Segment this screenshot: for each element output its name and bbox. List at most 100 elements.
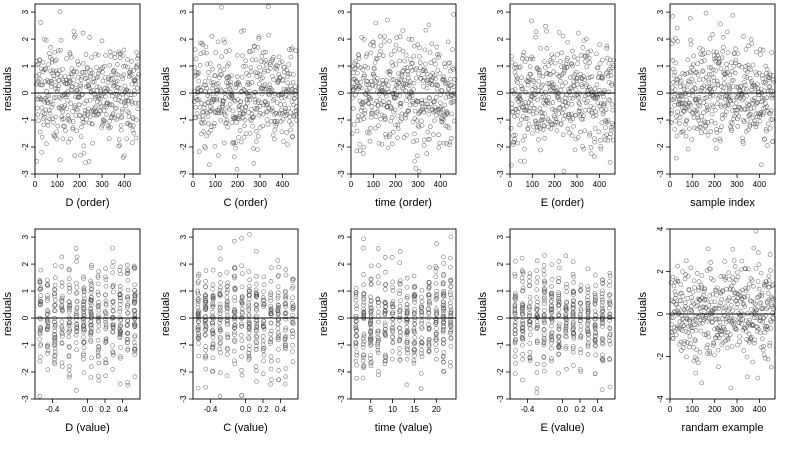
data-point [705,342,711,348]
data-point [718,66,724,72]
data-point [243,104,248,109]
data-point [74,128,80,134]
data-point [73,94,78,100]
data-point [685,330,691,335]
data-point [283,272,289,278]
data-point [224,290,230,295]
data-point [110,76,115,81]
data-point [52,341,57,347]
data-point [372,66,377,72]
data-point [196,336,201,341]
y-tick-label: 1 [21,63,30,68]
data-point [527,358,533,363]
data-point [541,312,547,317]
data-point [377,97,383,102]
data-point [368,337,374,342]
data-point [433,107,439,113]
data-point [196,324,201,329]
data-point [118,345,123,350]
data-point [383,300,388,305]
data-point [103,322,109,328]
data-point [61,116,66,121]
data-point [202,120,207,125]
data-point [446,125,452,131]
data-point [571,289,576,295]
data-point [224,309,230,314]
data-point [513,62,518,67]
data-point [562,65,568,71]
data-point [110,93,115,99]
data-point [203,268,209,273]
data-point [67,118,72,124]
data-point [86,83,91,88]
data-point [693,86,699,92]
data-point [43,107,49,113]
data-point [78,152,83,158]
data-point [201,50,206,55]
data-point [59,325,65,330]
data-point [743,286,749,291]
data-point [376,263,381,268]
data-point [398,282,403,287]
data-point [275,284,281,290]
data-point [388,118,394,124]
data-point [253,339,259,344]
data-point [108,89,113,95]
data-point [193,56,199,62]
data-point [422,137,427,143]
data-point [274,66,279,72]
data-point [57,94,62,100]
data-point [593,109,599,114]
data-point [95,94,101,100]
data-point [94,65,99,70]
data-point [561,169,567,174]
data-point [600,111,606,117]
data-point [587,131,593,136]
data-point [72,34,77,40]
data-point [516,65,522,71]
data-point [444,109,450,114]
data-point [368,360,373,366]
data-point [756,326,761,332]
data-point [604,43,610,49]
y-axis-label: residuals [318,66,330,111]
data-point [724,345,730,351]
data-point [118,330,123,335]
data-point [414,118,420,123]
data-point [767,340,773,346]
data-point [117,142,122,148]
data-point [548,72,553,77]
data-point [358,79,363,85]
data-point [393,95,398,100]
data-point [515,140,521,146]
data-point [397,34,403,40]
data-point [586,336,591,342]
data-point [96,302,102,308]
data-point [744,93,749,99]
data-point [66,344,72,349]
data-point [755,89,761,95]
data-point [103,302,109,308]
data-point [733,277,739,283]
data-point [210,297,216,303]
data-point [234,53,240,58]
data-point [552,122,557,128]
data-point [203,344,208,349]
data-point [712,137,718,143]
data-point [593,352,598,358]
plot-frame [34,228,141,400]
data-point [73,291,79,296]
data-point [546,94,552,100]
data-point [433,320,439,325]
data-point [547,119,553,125]
data-point [534,338,540,344]
data-point [433,294,439,299]
data-point [390,63,396,68]
data-point [434,310,439,316]
data-point [448,295,454,301]
data-point [771,79,776,85]
data-point [225,352,230,357]
data-point [686,126,692,132]
x-tick-label: 100 [686,405,700,414]
data-point [765,356,771,362]
